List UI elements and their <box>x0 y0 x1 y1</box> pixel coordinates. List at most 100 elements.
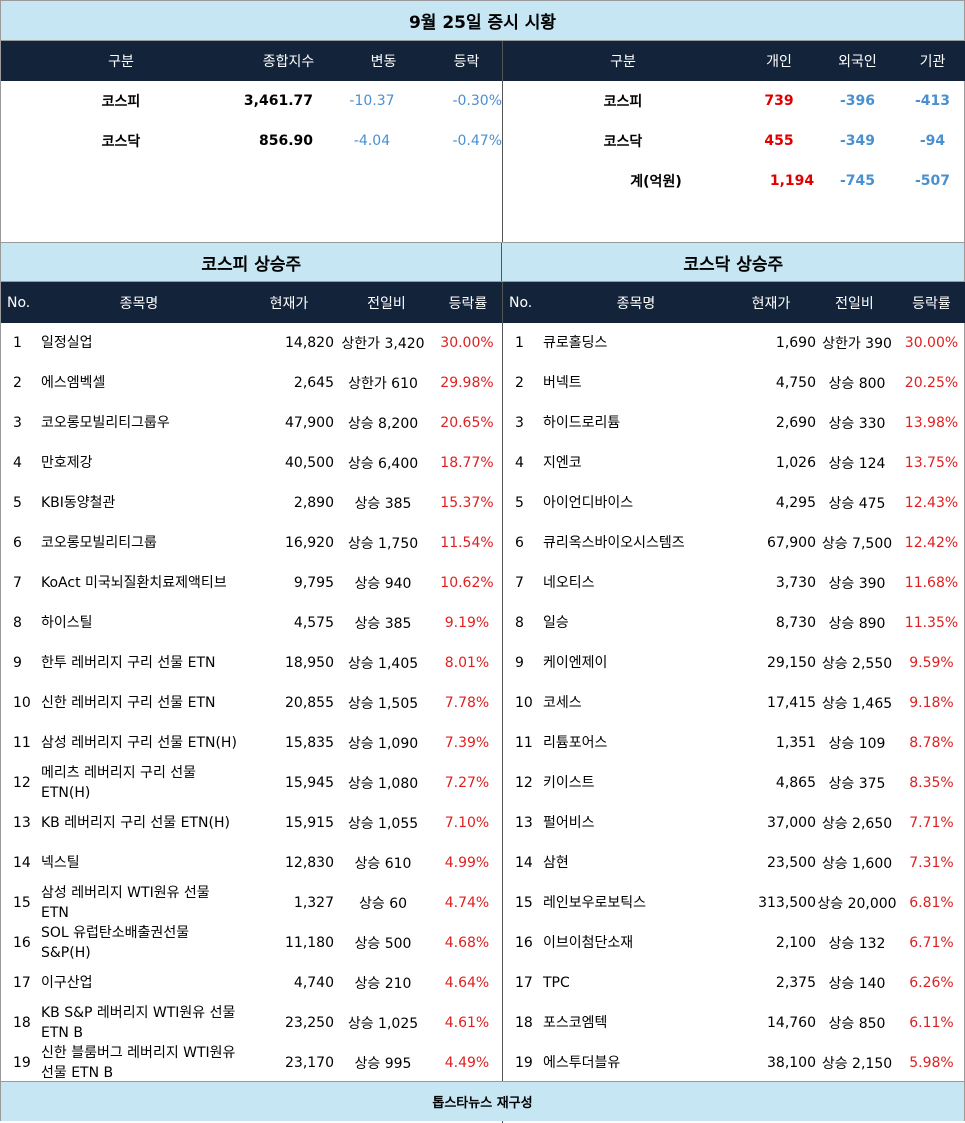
col-header: 등락률 <box>912 295 951 312</box>
stock-rate: 9.18% <box>909 695 954 711</box>
stock-name: 케이엔제이 <box>543 655 608 671</box>
index-row: 코스피 3,461.77 -10.37 -0.30% <box>1 81 502 121</box>
stock-diff: 상승 6,400 <box>347 456 419 472</box>
stock-price: 3,730 <box>775 575 816 591</box>
stock-row: 15 삼성 레버리지 WTI원유 선물 ETN 1,327 상승 60 4.74% <box>1 883 502 923</box>
stock-rate: 13.98% <box>904 415 959 431</box>
investor-label: 계(억원) <box>630 174 682 190</box>
stock-name: 포스코엠텍 <box>543 1015 608 1031</box>
stock-name: KBI동양철관 <box>41 495 116 511</box>
col-header: 외국인 <box>838 54 877 70</box>
investor-row: 코스닥 455 -349 -94 <box>503 121 965 161</box>
stock-price: 9,795 <box>293 575 334 591</box>
stock-row: 12 메리츠 레버리지 구리 선물 ETN(H) 15,945 상승 1,080 7.2… <box>1 763 502 803</box>
stock-price: 4,750 <box>775 375 816 391</box>
stock-name: 하이스틸 <box>41 615 93 631</box>
stock-no: 7 <box>13 575 22 591</box>
stock-rate: 8.35% <box>909 775 954 791</box>
stock-price: 15,945 <box>285 775 334 791</box>
stock-name: 이구산업 <box>41 975 93 991</box>
stock-diff: 상승 1,090 <box>347 736 419 752</box>
stock-price: 29,150 <box>767 655 816 671</box>
stock-diff: 상승 2,150 <box>821 1056 893 1072</box>
stock-no: 3 <box>515 415 524 431</box>
stock-no: 9 <box>13 655 22 671</box>
stock-diff: 상승 385 <box>354 616 412 632</box>
stock-diff: 상승 7,500 <box>821 536 893 552</box>
foreign-value: -349 <box>839 133 876 149</box>
stock-price: 313,500 <box>758 895 816 911</box>
stock-name: 아이언디바이스 <box>543 495 634 511</box>
stock-name: KoAct 미국뇌질환치료제액티브 <box>41 575 227 591</box>
col-header: 종합지수 <box>262 54 315 70</box>
kospi-list-header: No. 종목명 현재가 전일비 등락률 <box>1 282 502 323</box>
col-header: 기관 <box>919 54 946 70</box>
stock-price: 16,920 <box>285 535 334 551</box>
stock-no: 5 <box>13 495 22 511</box>
stock-name: 에스엠벡셀 <box>41 375 106 391</box>
stock-no: 10 <box>515 695 533 711</box>
stock-diff: 상승 390 <box>828 576 886 592</box>
stock-diff: 상승 2,650 <box>821 816 893 832</box>
stock-row: 19 신한 블룸버그 레버리지 WTI원유선물 ETN B 23,170 상승 995… <box>1 1043 502 1083</box>
stock-no: 19 <box>515 1055 533 1071</box>
stock-no: 15 <box>13 895 31 911</box>
investor-label: 코스피 <box>603 94 643 110</box>
stock-no: 1 <box>515 335 524 351</box>
stock-diff: 상승 850 <box>828 1016 886 1032</box>
stock-row: 7 KoAct 미국뇌질환치료제액티브 9,795 상승 940 10.62% <box>1 563 502 603</box>
stock-name: 일정실업 <box>41 335 93 351</box>
stock-price: 1,351 <box>775 735 816 751</box>
footer-credit: 톱스타뉴스 재구성 <box>1 1081 964 1121</box>
stock-name: 넥스틸 <box>41 855 80 871</box>
stock-price: 18,950 <box>285 655 334 671</box>
col-header: No. <box>509 294 533 311</box>
individual-value: 1,194 <box>769 173 815 189</box>
stock-price: 15,835 <box>285 735 334 751</box>
stock-name: 에스투더블유 <box>543 1055 621 1071</box>
stock-diff: 상승 2,550 <box>821 656 893 672</box>
stock-no: 2 <box>515 375 524 391</box>
stock-no: 4 <box>13 455 22 471</box>
stock-price: 40,500 <box>285 455 334 471</box>
stock-name: 네오티스 <box>543 575 595 591</box>
stock-no: 4 <box>515 455 524 471</box>
investor-table-header: 구분 개인 외국인 기관 <box>503 41 965 81</box>
institution-value: -413 <box>914 93 951 109</box>
stock-row: 10 신한 레버리지 구리 선물 ETN 20,855 상승 1,505 7.78% <box>1 683 502 723</box>
stock-name: 코오롱모빌리티그룹우 <box>41 415 170 431</box>
stock-price: 1,327 <box>293 895 334 911</box>
stock-no: 18 <box>13 1015 31 1031</box>
stock-rate: 20.65% <box>440 415 494 431</box>
stock-diff: 상승 375 <box>828 776 886 792</box>
stock-price: 4,865 <box>775 775 816 791</box>
stock-row: 14 삼현 23,500 상승 1,600 7.31% <box>503 843 965 883</box>
stock-name: 삼성 레버리지 구리 선물 ETN(H) <box>41 735 237 751</box>
investor-label: 코스닥 <box>603 134 643 150</box>
stock-no: 6 <box>13 535 22 551</box>
stock-rate: 8.78% <box>909 735 954 751</box>
stock-name: 코오롱모빌리티그룹 <box>41 535 157 551</box>
stock-row: 15 레인보우로보틱스 313,500 상승 20,000 6.81% <box>503 883 965 923</box>
stock-no: 15 <box>515 895 533 911</box>
stock-no: 11 <box>13 735 31 751</box>
col-header: 변동 <box>370 54 397 70</box>
market-name: 코스피 <box>101 94 141 110</box>
stock-row: 19 에스투더블유 38,100 상승 2,150 5.98% <box>503 1043 965 1083</box>
foreign-value: -396 <box>839 93 876 109</box>
stock-name: 만호제강 <box>41 455 93 471</box>
index-row: 코스닥 856.90 -4.04 -0.47% <box>1 121 502 161</box>
stock-row: 2 에스엠벡셀 2,645 상한가 610 29.98% <box>1 363 502 403</box>
stock-no: 13 <box>515 815 533 831</box>
stock-name: 큐리옥스바이오시스템즈 <box>543 535 685 551</box>
stock-row: 12 키이스트 4,865 상승 375 8.35% <box>503 763 965 803</box>
stock-row: 16 이브이첨단소재 2,100 상승 132 6.71% <box>503 923 965 963</box>
stock-name: 레인보우로보틱스 <box>543 895 647 911</box>
stock-row: 4 지엔코 1,026 상승 124 13.75% <box>503 443 965 483</box>
index-table-header: 구분 종합지수 변동 등락 <box>1 41 502 81</box>
index-table: 구분 종합지수 변동 등락 코스피 3,461.77 -10.37 -0.30% 코스닥… <box>1 41 503 242</box>
stock-rate: 18.77% <box>440 455 494 471</box>
stock-rate: 4.61% <box>444 1015 490 1031</box>
stock-diff: 상승 475 <box>828 496 886 512</box>
stock-price: 23,170 <box>285 1055 334 1071</box>
